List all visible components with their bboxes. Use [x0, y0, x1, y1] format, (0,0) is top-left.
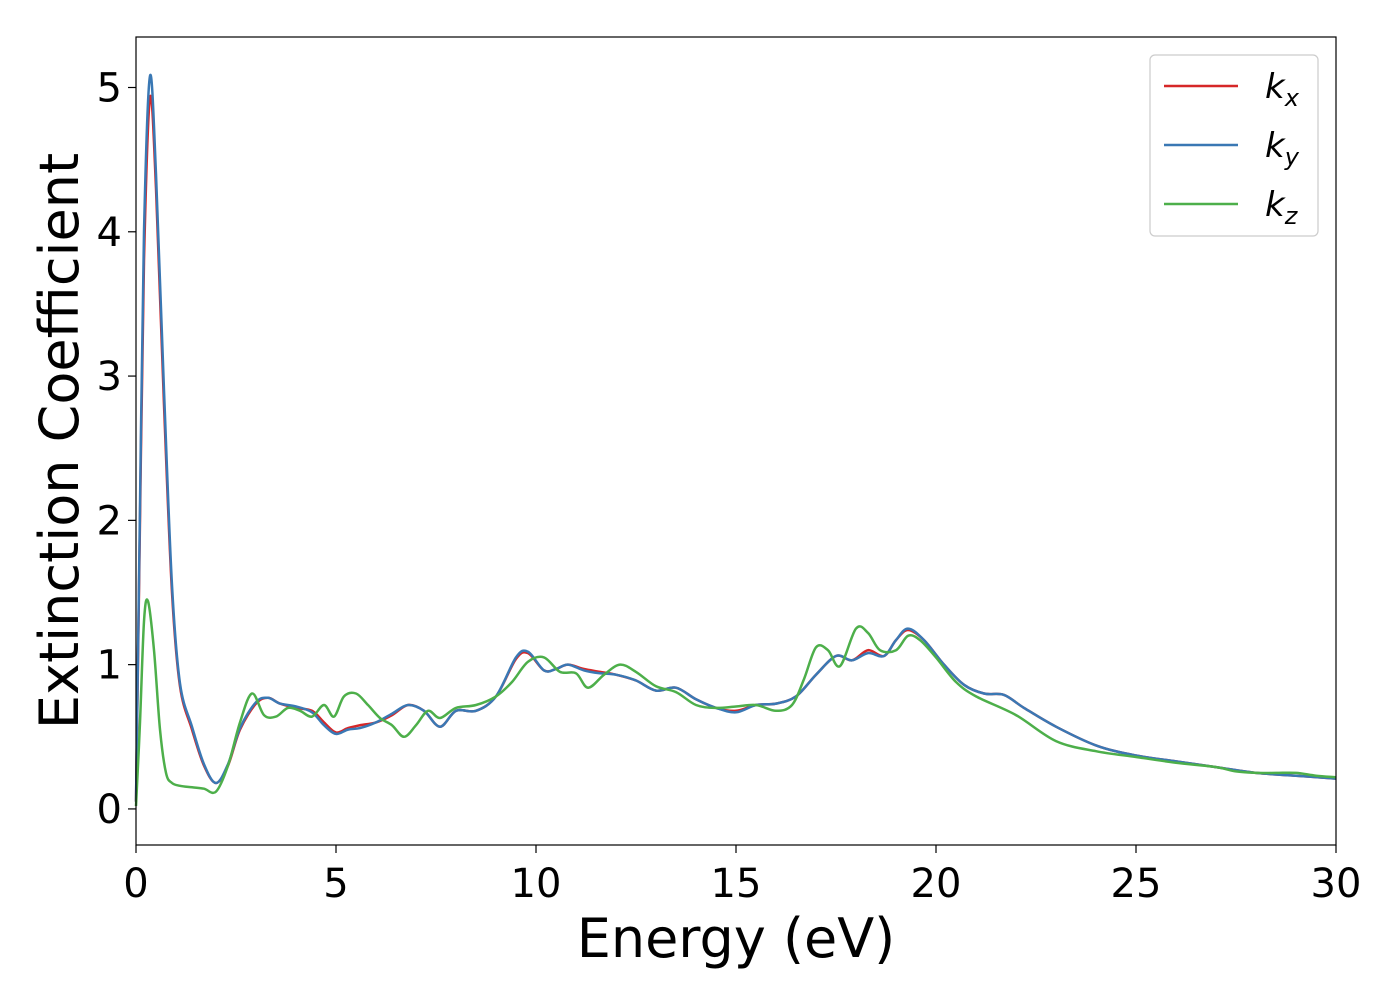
- x-tick-label: 0: [123, 861, 148, 907]
- x-axis-label: Energy (eV): [577, 907, 896, 970]
- y-tick-label: 5: [97, 66, 122, 112]
- y-tick-label: 0: [97, 787, 122, 833]
- x-tick-label: 20: [911, 861, 962, 907]
- series-layer: [134, 73, 1337, 807]
- y-tick-label: 3: [97, 354, 122, 400]
- y-axis-label: Extinction Coefficient: [28, 153, 91, 729]
- x-tick-label: 25: [1111, 861, 1162, 907]
- series-line-z: [134, 598, 1337, 807]
- x-tick-label: 5: [323, 861, 348, 907]
- y-tick-label: 4: [97, 210, 122, 256]
- legend-label-x: kx: [1265, 67, 1300, 112]
- y-axis-ticks: 0 1 2 3 4 5: [97, 66, 136, 833]
- x-tick-label: 30: [1311, 861, 1362, 907]
- y-tick-label: 1: [97, 643, 122, 689]
- legend-label-z: kz: [1265, 185, 1299, 230]
- legend: kx ky kz: [1149, 54, 1319, 237]
- x-axis-ticks: 0 5 10 15 20 25 30: [123, 845, 1361, 907]
- x-tick-label: 10: [511, 861, 562, 907]
- legend-label-y: ky: [1265, 126, 1300, 171]
- x-tick-label: 15: [711, 861, 762, 907]
- y-tick-label: 2: [97, 498, 122, 544]
